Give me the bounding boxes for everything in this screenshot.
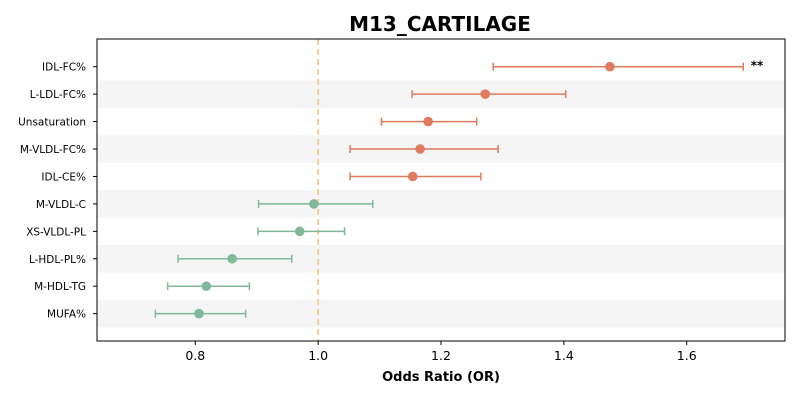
significance-annotation: ** <box>751 59 764 73</box>
point-estimate <box>201 281 212 292</box>
point-estimate <box>309 199 319 209</box>
y-tick-label: MUFA% <box>47 309 86 321</box>
x-tick-label: 1.2 <box>431 348 451 363</box>
x-tick-label: 1.4 <box>554 348 574 363</box>
point-estimate <box>194 308 204 319</box>
row-band <box>97 190 785 218</box>
y-tick-label: M-VLDL-C <box>36 199 86 211</box>
point-estimate <box>415 144 425 154</box>
row-bands <box>97 80 785 328</box>
point-estimate <box>407 171 418 182</box>
y-tick-label: XS-VLDL-PL <box>26 226 86 238</box>
y-axis-labels: IDL-FC% L-LDL-FC% Unsaturation M-VLDL-FC% ID… <box>18 62 97 321</box>
y-tick-label: M-VLDL-FC% <box>20 144 86 156</box>
y-tick-label: M-HDL-TG <box>34 281 86 293</box>
y-tick-label: IDL-FC% <box>42 62 86 74</box>
point-estimate <box>480 89 491 99</box>
y-tick-label: L-HDL-PL% <box>29 254 86 266</box>
y-tick-label: IDL-CE% <box>41 171 86 183</box>
x-tick-label: 1.6 <box>677 348 697 363</box>
x-tick-label: 0.8 <box>185 348 205 363</box>
y-tick-label: Unsaturation <box>18 117 86 129</box>
y-tick-label: L-LDL-FC% <box>30 89 86 101</box>
chart-title: M13_CARTILAGE <box>349 12 531 36</box>
point-estimate <box>294 226 305 237</box>
data-marks: ** <box>154 59 764 319</box>
x-axis: 0.8 1.0 1.2 1.4 1.6 <box>185 341 697 363</box>
x-axis-label: Odds Ratio (OR) <box>382 370 500 385</box>
point-estimate <box>227 253 237 264</box>
point-estimate <box>605 61 615 72</box>
point-estimate <box>423 116 433 127</box>
x-tick-label: 1.0 <box>308 348 328 363</box>
plot-frame <box>96 38 786 342</box>
